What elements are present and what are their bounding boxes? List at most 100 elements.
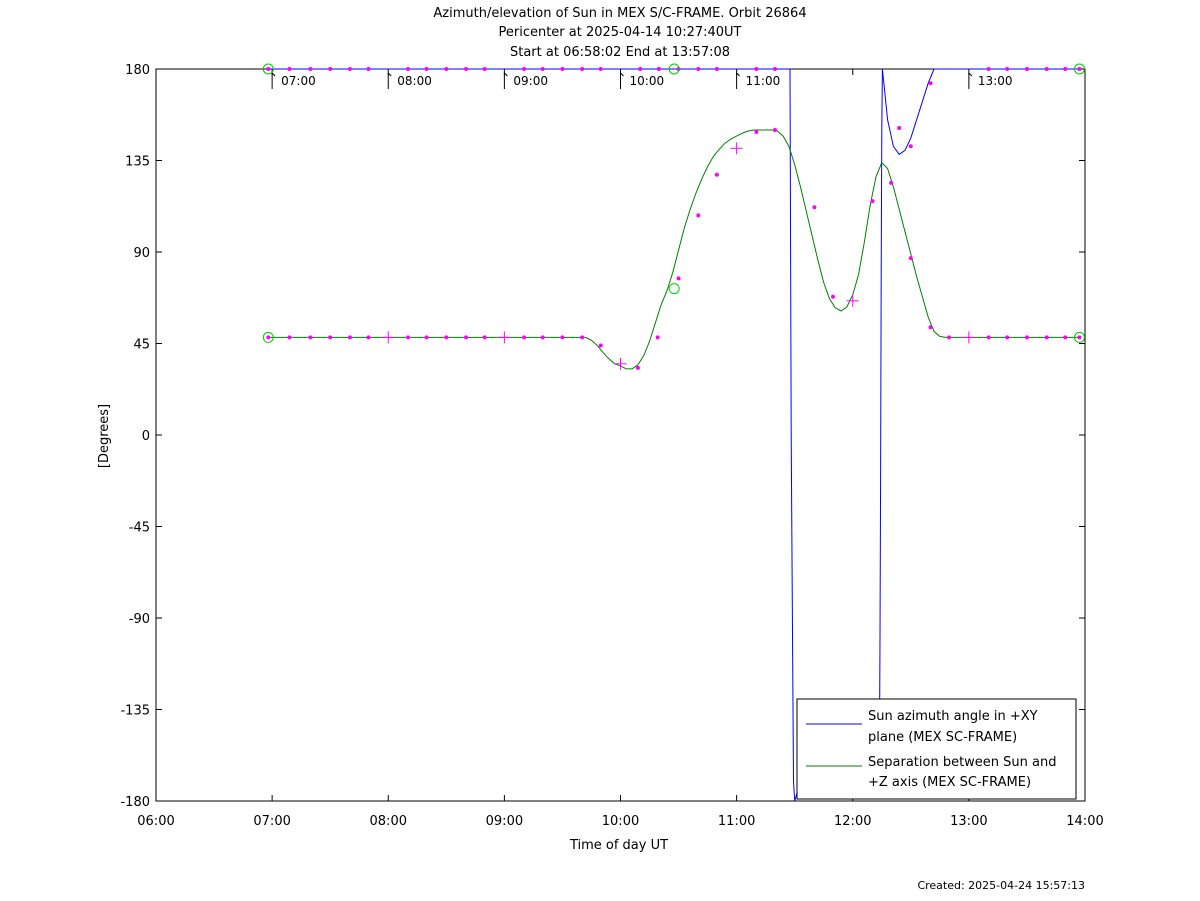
marker-layer xyxy=(262,63,1085,370)
marker-circle xyxy=(262,63,274,75)
marker-dot xyxy=(1077,67,1082,71)
hour-mark-label: 09:00 xyxy=(513,74,548,88)
marker-dot xyxy=(464,335,469,340)
x-tick-label: 12:00 xyxy=(834,814,871,829)
legend-label-separation-line-1: Separation between Sun and xyxy=(868,755,1056,770)
y-axis-label: [Degrees] xyxy=(97,404,112,468)
y-tick-label: 0 xyxy=(142,429,150,444)
legend: Sun azimuth angle in +XY plane (MEX SC-F… xyxy=(796,698,1077,800)
marker-dot xyxy=(656,67,661,71)
marker-dot xyxy=(347,335,352,340)
marker-dot xyxy=(772,128,777,132)
marker-dot xyxy=(655,335,660,340)
marker-dot xyxy=(696,67,701,71)
marker-cross xyxy=(846,294,859,307)
marker-dot xyxy=(522,67,527,71)
marker-dot xyxy=(676,67,681,71)
x-tick-label: 13:00 xyxy=(950,814,987,829)
marker-dot xyxy=(928,325,933,330)
y-tick-label: 90 xyxy=(133,246,150,261)
top-hour-marks: 07:00 08:00 09:00 10:00 11:00 13:00 xyxy=(271,72,1013,89)
hour-mark-label: 10:00 xyxy=(630,74,665,88)
x-tick-label: 08:00 xyxy=(370,814,407,829)
hour-mark-label: 11:00 xyxy=(746,74,781,88)
hour-mark-hook xyxy=(387,72,392,77)
marker-dot xyxy=(754,67,759,71)
marker-dot xyxy=(328,67,333,71)
marker-dot xyxy=(464,67,469,71)
marker-dot xyxy=(754,130,759,135)
y-tick-label: -45 xyxy=(129,521,150,536)
marker-dot xyxy=(540,335,545,340)
marker-dot xyxy=(1024,335,1029,340)
marker-circle xyxy=(262,331,274,343)
marker-cross xyxy=(498,331,511,344)
marker-dot xyxy=(328,335,333,340)
marker-dot xyxy=(812,205,817,210)
legend-box xyxy=(796,698,1077,800)
hour-mark-hook xyxy=(736,72,740,77)
marker-dot xyxy=(1063,67,1068,71)
marker-dot xyxy=(908,256,913,261)
marker-dot xyxy=(1063,335,1068,340)
marker-dot xyxy=(560,67,565,71)
marker-dot xyxy=(889,180,894,185)
marker-circle xyxy=(1073,63,1085,75)
marker-dot xyxy=(560,335,565,340)
marker-dot xyxy=(522,335,527,340)
marker-dot xyxy=(266,335,271,340)
marker-dot xyxy=(870,199,875,204)
marker-dot xyxy=(1077,335,1082,340)
marker-dot xyxy=(347,67,352,71)
hour-mark-hook xyxy=(271,72,276,77)
marker-dot xyxy=(482,335,487,340)
y-tick-label: 180 xyxy=(125,63,150,78)
marker-dot xyxy=(444,67,449,71)
chart-title-line-2: Pericenter at 2025-04-14 10:27:40UT xyxy=(498,25,741,40)
x-tick-label: 11:00 xyxy=(718,814,755,829)
y-tick-label: -135 xyxy=(120,704,150,719)
marker-circle xyxy=(668,283,680,295)
marker-dot xyxy=(424,67,429,71)
marker-dot xyxy=(366,67,371,71)
marker-dot xyxy=(986,67,991,71)
created-footer: Created: 2025-04-24 15:57:13 xyxy=(917,879,1085,892)
marker-dot xyxy=(405,335,410,340)
legend-label-azimuth-line-1: Sun azimuth angle in +XY xyxy=(868,709,1038,724)
marker-dot xyxy=(696,213,701,218)
marker-dot xyxy=(908,144,913,149)
marker-dot xyxy=(1044,67,1049,71)
y-tick-label: 45 xyxy=(133,338,150,353)
marker-dot xyxy=(986,335,991,340)
x-tick-label: 06:00 xyxy=(137,814,174,829)
marker-dot xyxy=(772,67,777,71)
marker-dot xyxy=(444,335,449,340)
x-tick-label: 09:00 xyxy=(486,814,523,829)
marker-dot xyxy=(831,294,836,299)
marker-dot xyxy=(1005,335,1010,340)
marker-cross xyxy=(730,142,743,155)
marker-dot xyxy=(308,335,313,340)
hour-mark-hook xyxy=(620,72,624,77)
marker-dot xyxy=(638,67,643,71)
hour-mark-label: 13:00 xyxy=(978,74,1013,88)
x-tick-label: 14:00 xyxy=(1066,814,1103,829)
marker-cross xyxy=(382,331,395,344)
azimuth-series-line xyxy=(879,68,883,741)
marker-dot xyxy=(947,335,952,340)
x-tick-label: 10:00 xyxy=(602,814,639,829)
chart-title-line-3: Start at 06:58:02 End at 13:57:08 xyxy=(510,45,730,60)
y-tick-label: 135 xyxy=(125,155,150,170)
marker-dot xyxy=(1005,67,1010,71)
marker-circle xyxy=(668,63,680,75)
marker-dot xyxy=(676,276,681,281)
marker-dot xyxy=(1024,67,1029,71)
marker-dot xyxy=(482,67,487,71)
x-axis-label: Time of day UT xyxy=(569,838,668,853)
marker-dot xyxy=(366,335,371,340)
marker-dot xyxy=(928,81,933,86)
chart-title-line-1: Azimuth/elevation of Sun in MEX S/C-FRAM… xyxy=(433,6,806,21)
marker-circle xyxy=(1073,331,1085,343)
marker-dot xyxy=(714,67,719,71)
